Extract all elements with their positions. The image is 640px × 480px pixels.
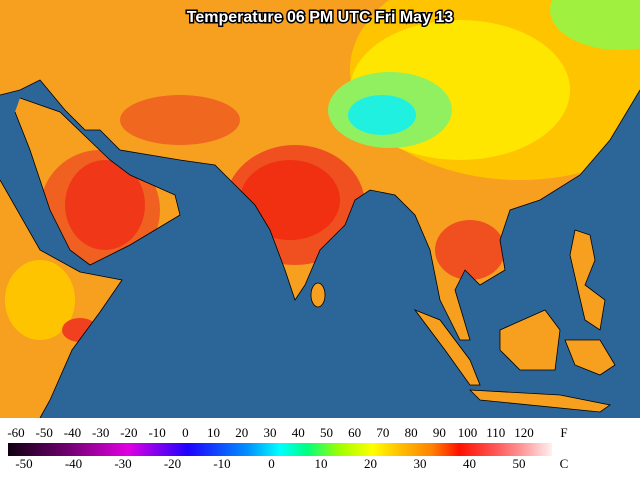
fahrenheit-tick-label: 90	[433, 425, 446, 440]
fahrenheit-tick-label: 50	[320, 425, 333, 440]
fahrenheit-tick-label: -50	[36, 425, 53, 440]
fahrenheit-tick-label: 40	[292, 425, 305, 440]
celsius-tick-label: 0	[268, 456, 275, 471]
celsius-unit: C	[560, 456, 569, 471]
fahrenheit-tick-label: -20	[120, 425, 137, 440]
celsius-tick-label: -30	[114, 456, 131, 471]
fahrenheit-tick-label: -10	[148, 425, 165, 440]
fahrenheit-tick-label: 110	[486, 425, 505, 440]
fahrenheit-tick-label: 10	[207, 425, 220, 440]
celsius-tick-label: 50	[513, 456, 526, 471]
celsius-tick-label: 20	[364, 456, 377, 471]
celsius-tick-label: -50	[15, 456, 32, 471]
fahrenheit-unit: F	[560, 425, 567, 440]
celsius-tick-label: -10	[213, 456, 230, 471]
celsius-tick-label: -20	[164, 456, 181, 471]
fahrenheit-tick-label: -60	[7, 425, 24, 440]
fahrenheit-tick-label: -40	[64, 425, 81, 440]
fahrenheit-tick-label: 120	[514, 425, 534, 440]
fahrenheit-tick-label: 60	[348, 425, 361, 440]
map-title: Temperature 06 PM UTC Fri May 13	[187, 9, 454, 26]
celsius-tick-label: 40	[463, 456, 476, 471]
celsius-tick-label: 10	[315, 456, 328, 471]
celsius-tick-label: 30	[414, 456, 427, 471]
color-scale	[8, 443, 552, 456]
fahrenheit-tick-label: 100	[458, 425, 478, 440]
celsius-tick-label: -40	[65, 456, 82, 471]
fahrenheit-tick-label: 0	[182, 425, 189, 440]
fahrenheit-tick-label: 80	[405, 425, 418, 440]
fahrenheit-tick-label: -30	[92, 425, 109, 440]
fahrenheit-tick-label: 30	[264, 425, 277, 440]
coastlines	[0, 79, 640, 419]
fahrenheit-tick-label: 70	[376, 425, 389, 440]
fahrenheit-tick-label: 20	[235, 425, 248, 440]
